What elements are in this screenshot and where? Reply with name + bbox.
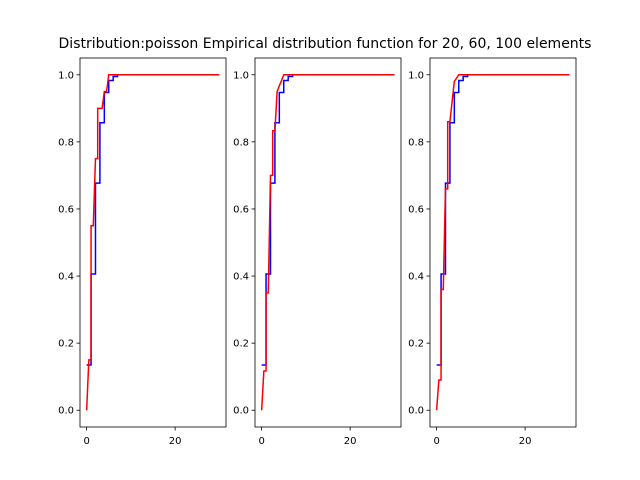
subplot-1: 0.0 0.2 0.4 0.6 0.8 1.0 0 20 [58, 57, 227, 447]
series-group [435, 74, 570, 411]
empirical-cdf-line [435, 74, 570, 411]
y-tick-label: 0.8 [233, 137, 249, 148]
empirical-cdf-line [85, 74, 220, 411]
y-tick-label: 0.0 [408, 406, 424, 417]
y-tick-label: 0.4 [233, 272, 249, 283]
empirical-cdf-line [260, 74, 395, 411]
y-tick-label: 0.2 [408, 339, 424, 350]
y-tick-label: 0.8 [408, 137, 424, 148]
x-tick-label: 20 [344, 436, 357, 447]
x-tick-label: 0 [258, 436, 264, 447]
chart-title: Distribution:poisson Empirical distribut… [59, 36, 592, 52]
y-tick-label: 0.4 [408, 272, 424, 283]
y-tick-label: 0.2 [233, 339, 249, 350]
y-tick-label: 1.0 [58, 70, 74, 81]
x-tick-label: 20 [519, 436, 532, 447]
y-tick-label: 0.6 [58, 204, 74, 215]
series-group [260, 74, 395, 411]
subplot-2: 0.0 0.2 0.4 0.6 0.8 1.0 0 20 [233, 57, 402, 447]
axes-frame [79, 57, 227, 428]
subplots: 0.00.20.40.60.81.00 200.00.20.40.60.81.00… [58, 57, 577, 447]
y-tick-label: 0.6 [233, 204, 249, 215]
y-tick-label: 0.0 [233, 406, 249, 417]
y-tick-label: 0.8 [58, 137, 74, 148]
y-tick-label: 0.4 [58, 272, 74, 283]
axes-frame [254, 57, 402, 428]
y-tick-label: 0.0 [58, 406, 74, 417]
x-tick-label: 20 [169, 436, 182, 447]
y-tick-label: 0.2 [58, 339, 74, 350]
y-tick-label: 1.0 [408, 70, 424, 81]
y-tick-label: 1.0 [233, 70, 249, 81]
x-tick-label: 0 [83, 436, 89, 447]
series-group [85, 74, 220, 411]
theoretical-cdf-line [86, 74, 220, 366]
y-tick-label: 0.6 [408, 204, 424, 215]
x-tick-label: 0 [433, 436, 439, 447]
subplot-3: 0.0 0.2 0.4 0.6 0.8 1.0 0 20 [408, 57, 577, 447]
axes-frame [429, 57, 577, 428]
